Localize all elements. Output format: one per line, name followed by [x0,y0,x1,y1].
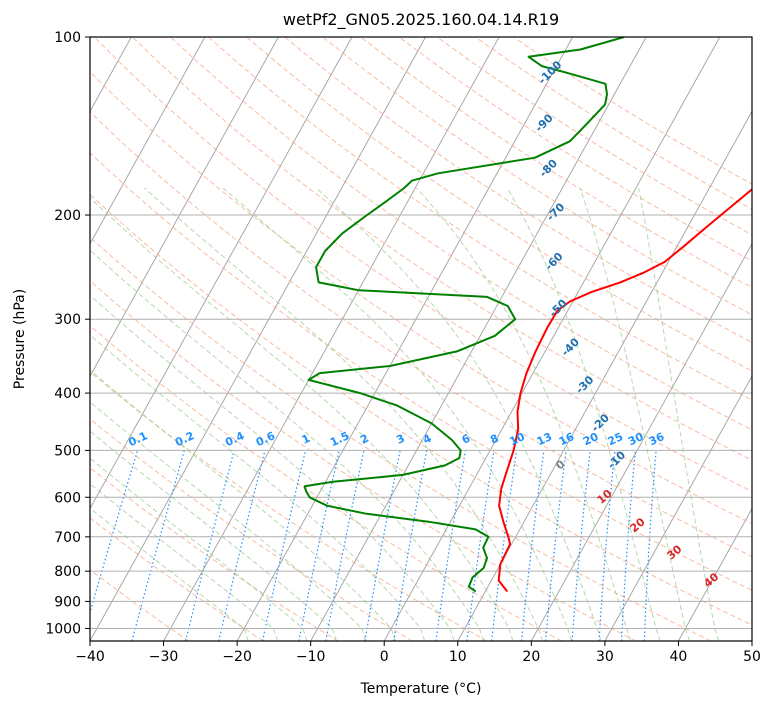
mixing-ratio-label: 16 [557,430,577,448]
isotherm [457,110,752,641]
y-tick-label: 800 [54,564,81,580]
temperature-profile [497,188,752,593]
mixing-ratio-line [218,450,266,641]
isotherm [604,375,752,641]
mixing-ratio-line [90,450,139,615]
mixing-ratio-label: 13 [535,430,554,448]
isotherm [0,37,58,641]
dry-adiabat [90,71,752,525]
dry-adiabat [90,467,339,641]
dry-adiabat [360,37,752,289]
y-axis-title: Pressure (hPa) [12,289,28,389]
x-tick-label: −20 [222,649,252,665]
y-tick-label: 700 [54,530,81,546]
mixing-ratio-label: 25 [606,430,625,448]
y-tick-label: 1000 [45,621,81,637]
dry-adiabat [208,37,752,401]
mixing-ratio-line [491,450,518,641]
mixing-ratio-line [545,450,567,641]
dry-adiabat [90,111,752,558]
mixing-ratio-line [466,450,495,641]
dry-adiabat [170,37,752,431]
moist-adiabat [90,401,367,641]
mixing-ratio-line [435,450,467,641]
y-axis: 100 200 300 400 500 600 700 800 900 1000 [45,30,90,637]
y-tick-label: 900 [54,594,81,610]
y-tick-label: 600 [54,490,81,506]
moist-adiabat [90,294,455,641]
y-tick-label: 200 [54,208,81,224]
dewpoint-profile [303,37,625,593]
isotherm [90,37,426,641]
dry-adiabat [90,569,189,641]
mixing-ratio-line [131,450,185,641]
x-tick-label: 30 [596,649,614,665]
y-tick-label: 400 [54,386,81,402]
dry-adiabat [322,37,752,316]
mixing-ratio-label: 36 [647,430,667,448]
dry-adiabat [90,193,752,626]
y-tick-label: 500 [54,443,81,459]
mixing-ratio-label: 10 [507,430,527,448]
moist-adiabat [416,187,632,641]
moist-adiabat [90,369,396,641]
isotherm [90,37,279,378]
plot-area [90,37,752,641]
isotherm [383,37,721,641]
moist-adiabat [90,507,249,641]
x-tick-label: −10 [296,649,326,665]
x-tick-label: 20 [522,649,540,665]
mixing-ratio-label: 20 [581,430,601,448]
background-lines [0,37,752,641]
moist-adiabat [90,249,484,641]
moist-adiabat [90,430,337,641]
isotherm [530,242,752,641]
isotherm [163,37,500,641]
mixing-ratio-line [185,450,235,641]
isotherm [751,640,752,641]
moist-adiabat [144,187,543,641]
sounding-profiles [303,37,752,593]
pressure-grid [90,37,752,629]
dry-adiabat [90,371,488,641]
moist-adiabat [315,187,602,641]
isotherm [310,37,647,641]
moist-adiabat [90,197,514,641]
x-axis: −40 −30 −20 −10 0 10 20 30 40 50 [75,641,761,665]
isotherm [90,37,353,510]
moist-adiabat [90,457,308,641]
plot-frame [89,36,753,642]
isotherm [236,37,574,641]
x-tick-label: 10 [449,649,467,665]
x-tick-label: 40 [670,649,688,665]
mixing-ratio-label: 30 [626,430,646,448]
chart-title: wetPf2_GN05.2025.160.04.14.R19 [283,10,559,30]
x-tick-label: 50 [743,649,761,665]
mixing-ratio-line [520,450,545,641]
plot-background [90,37,752,641]
moist-adiabat [222,187,573,641]
moist-adiabat [579,187,690,641]
isotherm [90,37,206,245]
dry-adiabat [90,236,712,641]
mixing-ratio-line [393,450,428,641]
y-tick-label: 100 [54,30,81,46]
x-tick-label: 0 [380,649,389,665]
dry-adiabat [90,418,413,641]
moist-adiabat [638,187,720,641]
x-tick-label: −40 [75,649,105,665]
isotherm [678,507,752,641]
x-tick-label: −30 [149,649,179,665]
x-axis-title: Temperature (°C) [360,681,482,697]
dry-adiabat [90,517,264,641]
y-tick-label: 300 [54,312,81,328]
